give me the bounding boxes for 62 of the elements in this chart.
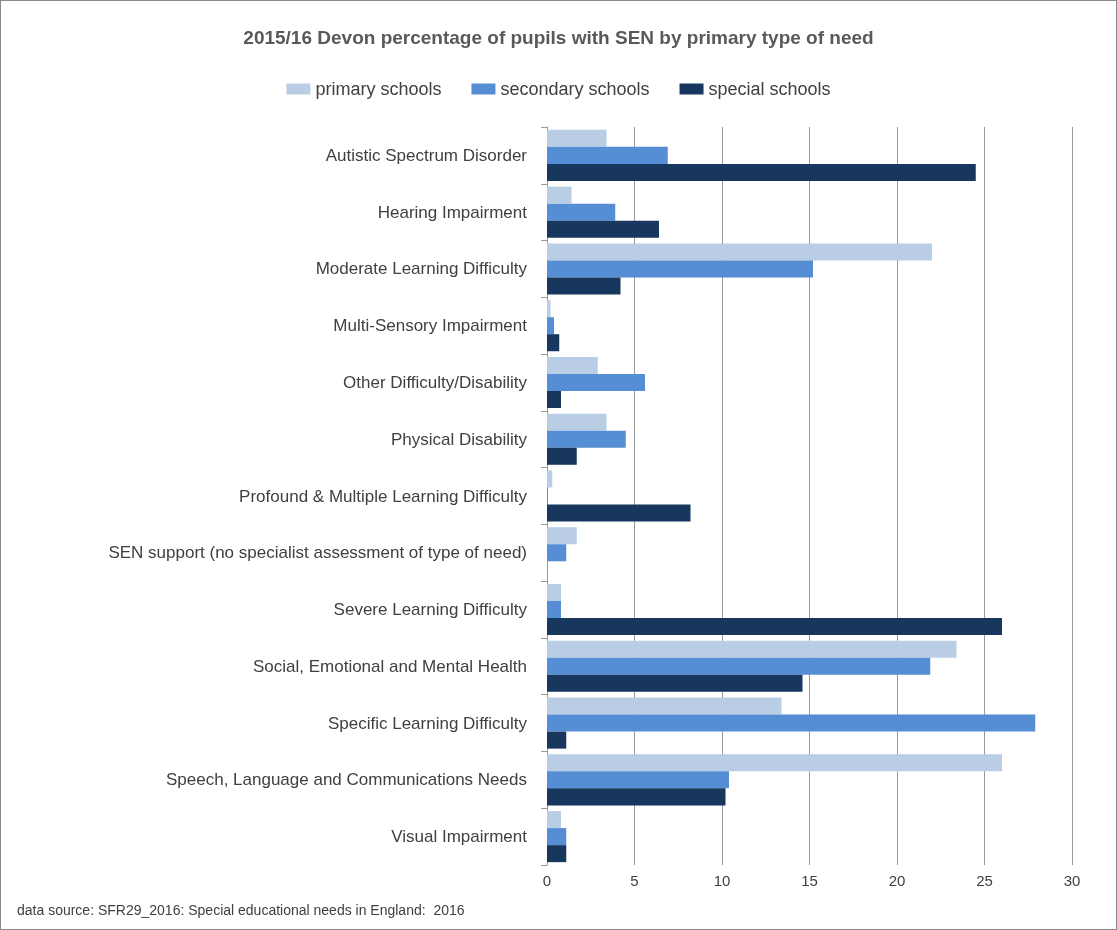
bar [547,601,561,619]
bar [547,447,577,465]
bar [547,163,976,181]
bar [547,811,561,829]
bar [547,657,931,675]
bar [547,317,554,335]
bar [547,186,572,204]
bar [547,504,691,522]
y-tick-label: Multi-Sensory Impairment [333,316,528,336]
bar [547,129,607,147]
bar [547,714,1036,732]
bar [547,771,729,789]
bar [547,618,1002,636]
x-tick-label: 5 [630,872,639,889]
bar [547,146,668,164]
bar [547,356,598,374]
legend-label: special schools [708,79,831,99]
bar [547,640,957,658]
x-tick-label: 30 [1063,872,1081,889]
bar [547,430,626,448]
bar [547,754,1002,772]
y-tick-label: SEN support (no specialist assessment of type of need) [108,543,527,563]
y-tick-label: Moderate Learning Difficulty [315,259,528,279]
bar [547,674,803,692]
chart-title: 2015/16 Devon percentage of pupils with SEN by primary type of need [243,27,874,48]
bar [547,300,551,318]
y-tick-label: Profound & Multiple Learning Difficulty [239,486,528,506]
x-tick-label: 20 [888,872,906,889]
y-tick-label: Severe Learning Difficulty [333,600,528,620]
y-tick-label: Social, Emotional and Mental Health [252,656,527,676]
bar [547,390,561,409]
bar [547,220,659,238]
bar [547,731,567,749]
x-tick-label: 25 [976,872,993,889]
bar [547,470,553,488]
bar [547,203,616,221]
x-tick-label: 15 [801,872,818,889]
y-tick-label: Visual Impairment [391,827,528,847]
legend-label: secondary schools [500,79,650,99]
bar [547,413,607,431]
source-note: data source: SFR29_2016: Special educational needs in England: 2016 [17,902,465,918]
bar [547,697,782,715]
y-tick-label: Specific Learning Difficulty [327,713,528,733]
x-tick-label: 10 [713,872,731,889]
y-tick-label: Speech, Language and Communications Needs [165,770,527,790]
y-tick-label: Other Difficulty/Disability [343,372,528,392]
legend-label: primary schools [315,79,442,99]
bar [547,334,560,352]
y-tick-label: Autistic Spectrum Disorder [325,145,528,165]
y-tick-label: Physical Disability [390,429,528,449]
bar [547,260,813,278]
bar [547,544,567,562]
bar [547,828,567,846]
bar [547,373,645,391]
bar [547,583,561,602]
bar [547,243,932,261]
x-tick-label: 0 [542,872,552,889]
bar [547,527,577,545]
bar [547,788,726,806]
y-tick-label: Hearing Impairment [377,202,528,222]
bar [547,845,567,863]
bar [547,277,621,295]
